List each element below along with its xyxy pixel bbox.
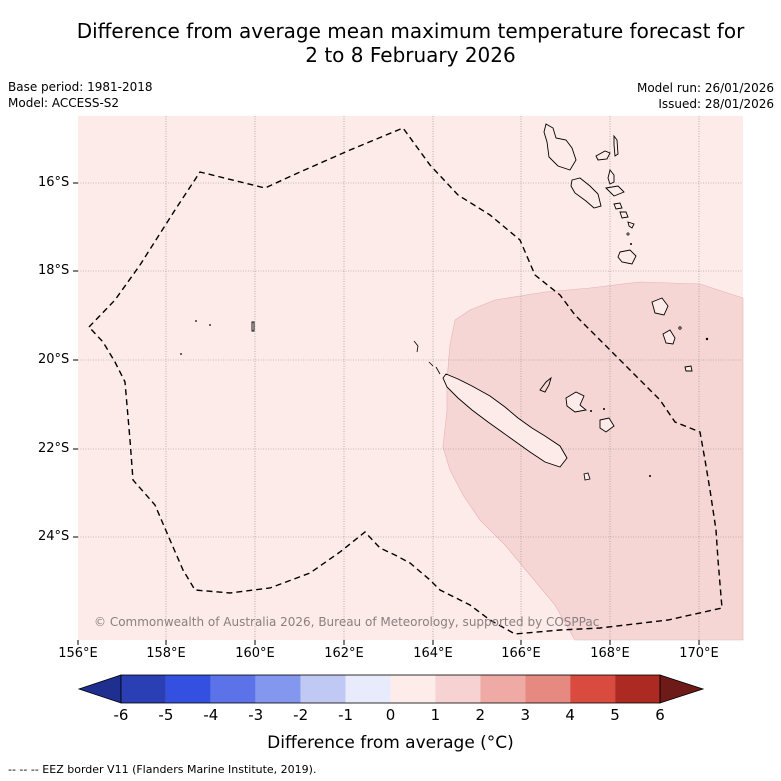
emae-island: [627, 221, 635, 229]
lon-label-166e: 166°E: [501, 646, 541, 661]
lat-label-24s: 24°S: [38, 529, 70, 544]
lat-label-16s: 16°S: [38, 175, 70, 190]
colorbar-tick-label: -1: [338, 706, 354, 724]
lon-label-158e: 158°E: [146, 646, 186, 661]
colorbar-bin: [121, 675, 166, 703]
maewo-island: [613, 134, 619, 157]
tanna-island: [662, 329, 676, 345]
colorbar-bin: [525, 675, 571, 703]
colorbar-bin: [345, 675, 391, 703]
colorbar-tick-label: 6: [655, 706, 665, 724]
colorbar-bin: [300, 675, 346, 703]
colorbar-tick-label: 3: [520, 706, 531, 724]
title-line-2: 2 to 8 February 2026: [305, 43, 516, 67]
tiga-islet: [590, 410, 592, 412]
colorbar-bin: [435, 675, 481, 703]
isle-of-pines: [583, 472, 591, 481]
colorbar-bin: [480, 675, 526, 703]
lat-label-22s: 22°S: [38, 441, 70, 456]
colorbar-bin: [615, 675, 660, 703]
lon-label-168e: 168°E: [590, 646, 630, 661]
model-run: Model run: 26/01/2026: [636, 81, 774, 95]
lon-label-170e: 170°E: [679, 646, 719, 661]
colorbar-frame: [120, 674, 661, 704]
lon-label-160e: 160°E: [235, 646, 275, 661]
aneityum-island: [684, 365, 693, 372]
colorbar-tick-label: 4: [565, 706, 575, 724]
belep-islands: [413, 340, 419, 353]
eez-border: [88, 127, 723, 635]
efate-island: [617, 249, 637, 265]
erromango-island: [651, 297, 669, 316]
colorbar-tick-label: -6: [113, 706, 129, 724]
lon-label-162e: 162°E: [324, 646, 364, 661]
islet-nc-north: [428, 361, 441, 375]
colorbar-bin: [165, 675, 211, 703]
new-caledonia-island: [442, 373, 568, 468]
copyright-text: © Commonwealth of Australia 2026, Bureau…: [94, 615, 599, 629]
map-title: Difference from average mean maximum tem…: [0, 19, 781, 67]
colorbar-tick-label: 2: [475, 706, 486, 724]
chesterfield-islet-2: [209, 324, 211, 326]
islet-vanuatu-2: [630, 243, 632, 245]
lifou-island: [565, 391, 588, 413]
lat-label-20s: 20°S: [38, 352, 70, 367]
colorbar: [77, 674, 705, 704]
mare-island: [599, 417, 615, 433]
shepherd-islands: [619, 211, 629, 219]
lat-label-18s: 18°S: [38, 263, 70, 278]
espiritu-santo: [543, 123, 577, 171]
colorbar-tick-label: 1: [430, 706, 441, 724]
colorbar-tick-label: -4: [203, 706, 219, 724]
eez-footer-note: -- -- -- EEZ border V11 (Flanders Marine…: [8, 763, 317, 776]
lon-label-164e: 164°E: [413, 646, 453, 661]
colorbar-bin: [255, 675, 301, 703]
colorbar-tick-label: 0: [385, 706, 396, 724]
colorbar-bin: [210, 675, 256, 703]
axis-ticks: [73, 182, 700, 645]
colorbar-title: Difference from average (°C): [267, 733, 514, 753]
colorbar-tick-label: -5: [158, 706, 174, 724]
malekula-island: [570, 177, 602, 209]
colorbar-tick-label: -2: [293, 706, 309, 724]
issued-date: Issued: 28/01/2026: [658, 97, 774, 111]
chesterfield-reef: [251, 321, 255, 332]
title-line-1: Difference from average mean maximum tem…: [76, 19, 745, 43]
ambrym-island: [605, 185, 625, 197]
aniwa-island: [678, 326, 682, 330]
base-period: Base period: 1981-2018: [8, 80, 153, 94]
meta-left: Base period: 1981-2018 Model: ACCESS-S2: [8, 79, 153, 111]
lon-label-156e: 156°E: [58, 646, 98, 661]
ouvea-island: [539, 376, 552, 393]
chesterfield-islet-3: [180, 353, 182, 355]
pentecost-island: [607, 169, 615, 185]
islet-loyalty: [603, 408, 605, 410]
colorbar-extend-low: [77, 674, 122, 704]
anomaly-region: [442, 281, 744, 641]
chesterfield-islet-1: [195, 320, 197, 322]
epi-island: [613, 202, 623, 210]
colorbar-tick-label: 5: [610, 706, 620, 724]
colorbar-bin: [570, 675, 616, 703]
model-name: Model: ACCESS-S2: [8, 96, 120, 110]
colorbar-extend-high: [659, 674, 705, 704]
colorbar-bin: [390, 675, 436, 703]
futuna-island: [705, 337, 709, 341]
walpole-island: [649, 475, 651, 477]
grid-lines: [78, 116, 743, 640]
ambae-island: [595, 150, 611, 161]
islet-vanuatu-1: [626, 232, 630, 236]
meta-right: Model run: 26/01/2026 Issued: 28/01/2026: [637, 80, 774, 112]
colorbar-tick-label: -3: [248, 706, 264, 724]
